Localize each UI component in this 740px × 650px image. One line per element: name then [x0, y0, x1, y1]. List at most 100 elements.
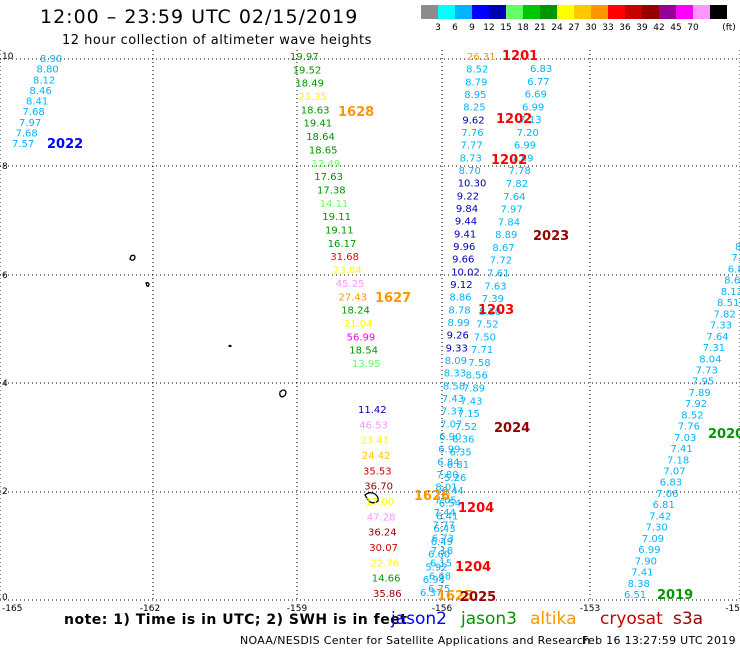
wave-height-value: 8.12 [721, 287, 740, 298]
wave-height-value: 7.43 [460, 396, 482, 407]
wave-height-value: 31.68 [330, 252, 359, 263]
color-scale-tick: 6 [452, 23, 458, 33]
footer-timestamp: Feb 16 13:27:59 UTC 2019 [582, 634, 736, 647]
color-scale-swatch [574, 5, 591, 19]
satellite-legend-s3a: s3a [673, 609, 704, 629]
satellite-legend-jason3: jason3 [461, 609, 517, 629]
wave-height-value: 6.35 [450, 447, 472, 458]
island-outline [145, 282, 150, 287]
color-scale-swatch [489, 5, 506, 19]
wave-height-value: 36.24 [368, 528, 397, 539]
color-scale-tick: 30 [585, 23, 597, 33]
wave-height-value: 7.44 [434, 508, 456, 519]
color-scale-tick: 70 [687, 23, 699, 33]
wave-height-value: 5.92 [425, 562, 447, 573]
wave-height-value: 27.43 [339, 292, 368, 303]
satellite-legend-cryosat: cryosat [600, 609, 663, 629]
wave-height-value: 45.25 [336, 279, 365, 290]
wave-height-value: 7.03 [674, 433, 696, 444]
pass-time-label: 2019 [657, 588, 693, 603]
longitude-tick-label: -15 [725, 604, 740, 614]
color-scale-swatch [625, 5, 642, 19]
island-outline [227, 344, 232, 348]
wave-height-value: 7.78 [509, 166, 531, 177]
wave-height-value: 6.99 [514, 141, 536, 152]
color-scale-swatch [438, 5, 455, 19]
color-scale-swatch [591, 5, 608, 19]
wave-height-value: 7.31 [703, 343, 725, 354]
color-scale-swatch [472, 5, 489, 19]
color-scale-tick: 18 [517, 23, 529, 33]
page-title: 12:00 – 23:59 UTC 02/15/2019 [40, 6, 359, 28]
wave-height-value: 8.12 [33, 75, 55, 86]
wave-height-value: 35.53 [363, 466, 392, 477]
latitude-tick-label: 6 [2, 271, 8, 281]
wave-height-value: 6.54 [439, 499, 461, 510]
wave-height-value: 22.76 [371, 558, 400, 569]
wave-height-value: 7.76 [461, 128, 483, 139]
wave-height-value: 7.89 [511, 154, 533, 165]
satellite-legend-jason2: jason2 [391, 609, 447, 629]
wave-height-value: 47.28 [367, 512, 396, 523]
wave-height-value: 7.05 [435, 495, 457, 506]
wave-height-value: 8.46 [30, 86, 52, 97]
wave-height-value: 7.15 [458, 409, 480, 420]
color-scale-tick: 36 [619, 23, 631, 33]
wave-height-value: 8.79 [465, 77, 487, 88]
wave-height-value: 14.11 [320, 199, 349, 210]
wave-height-value: 12.49 [312, 159, 341, 170]
island-outline [129, 254, 136, 261]
wave-height-value: 7.61 [487, 269, 509, 280]
wave-height-value: 7.76 [678, 422, 700, 433]
wave-height-value: 10.30 [458, 179, 487, 190]
wave-height-value: 17.38 [317, 186, 346, 197]
wave-height-value: 6.77 [527, 77, 549, 88]
wave-height-value: 7.20 [517, 128, 539, 139]
wave-height-value: 7.41 [671, 444, 693, 455]
wave-height-value: 9.26 [447, 331, 469, 342]
wave-height-value: 6.60 [428, 550, 450, 561]
wave-height-value: 8.90 [40, 54, 62, 65]
wave-height-value: 8.86 [449, 293, 471, 304]
wave-height-value: 7.58 [468, 358, 490, 369]
pass-time-label: 1626 [414, 489, 450, 504]
wave-height-value: 9.22 [457, 191, 479, 202]
wave-height-value: 9.41 [454, 229, 476, 240]
page-subtitle: 12 hour collection of altimeter wave hei… [62, 33, 372, 48]
wave-height-value: 6.37 [420, 588, 442, 599]
wave-height-value: 7.84 [498, 217, 520, 228]
wave-height-value: 7.89 [463, 384, 485, 395]
wave-height-value: 6.94 [423, 575, 445, 586]
wave-height-value: 6.8 [728, 265, 740, 276]
color-scale-swatch [421, 5, 438, 19]
color-scale-swatch [676, 5, 693, 19]
wave-height-value: 7.97 [19, 118, 41, 129]
satellite-legend-altika: altika [530, 609, 577, 629]
wave-height-value: 19.97 [290, 52, 319, 63]
wave-height-value: 6.90 [439, 432, 461, 443]
longitude-tick-label: -159 [287, 604, 308, 614]
wave-height-value: 18.49 [295, 79, 324, 90]
wave-height-value: 7.90 [635, 556, 657, 567]
wave-height-value: 7.13 [519, 115, 541, 126]
wave-height-value: 6.51 [624, 590, 646, 601]
wave-height-value: 7.89 [689, 388, 711, 399]
wave-height-value: 5.26 [444, 473, 466, 484]
wave-height-value: 8.09 [445, 356, 467, 367]
longitude-tick-label: -162 [140, 604, 160, 614]
wave-height-value: 6.68 [429, 571, 451, 582]
color-scale-tick: 33 [602, 23, 614, 33]
wave-height-value: 7.73 [696, 366, 718, 377]
wave-height-value: 7.0 [731, 253, 740, 264]
wave-height-value: 7.82 [506, 179, 528, 190]
wave-height-value: 7.57 [12, 139, 34, 150]
wave-height-value: 18.65 [309, 145, 338, 156]
wave-height-value: 8.56 [466, 371, 488, 382]
wave-height-value: 13.95 [352, 359, 381, 370]
color-scale-tick: 27 [568, 23, 580, 33]
wave-height-value: 8.80 [37, 65, 59, 76]
wave-height-value: 8.70 [459, 166, 481, 177]
wave-height-value: 7.30 [646, 523, 668, 534]
pass-time-label: 1625 [437, 589, 473, 604]
